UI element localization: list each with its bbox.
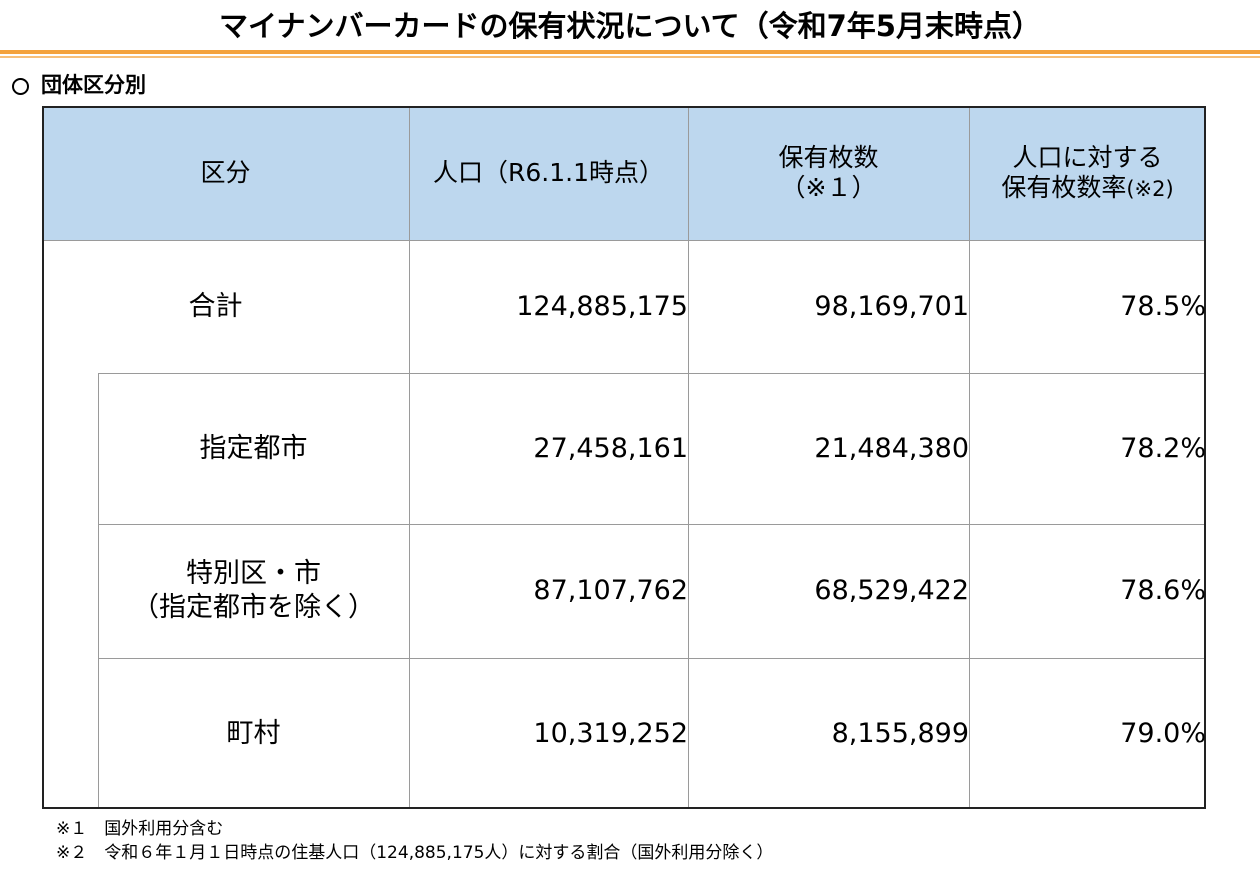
rate-value: 78.2% [1120,432,1206,464]
title-underline [0,50,1260,54]
row-divider [42,240,1206,241]
header-rate-note: (※2) [1126,176,1174,201]
cards-value: 98,169,701 [814,290,969,322]
header-rate-line2: 保有枚数率 [1001,172,1127,202]
column-divider [688,106,689,809]
population-value: 27,458,161 [533,432,688,464]
cell-cards: 21,484,380 [688,373,969,524]
cell-population: 87,107,762 [409,524,688,658]
section-heading-text: 団体区分別 [41,73,146,97]
header-rate-line1: 人口に対する [1012,142,1163,172]
row-divider [98,524,1206,525]
cards-value: 8,155,899 [831,717,969,749]
cell-rate: 78.6% [969,524,1206,658]
cards-value: 21,484,380 [814,432,969,464]
table-border [42,106,1206,809]
header-population-text: 人口（R6.1.1時点） [433,158,664,187]
header-population: 人口（R6.1.1時点） [409,106,688,240]
header-cards-line2: （※１） [780,173,877,202]
row-label-designated-cities: 指定都市 [98,373,409,524]
rate-value: 79.0% [1120,717,1206,749]
population-value: 124,885,175 [516,290,688,322]
column-divider [969,106,970,809]
header-category: 区分 [42,106,409,240]
row-label-text: 合計 [188,290,243,322]
row-label-total: 合計 [42,240,409,373]
population-value: 87,107,762 [533,575,688,606]
header-cards-line1: 保有枚数 [778,143,879,172]
footnote-2: ※２ 令和６年１月１日時点の住基人口（124,885,175人）に対する割合（国… [56,843,774,863]
cards-value: 68,529,422 [814,575,969,606]
holdings-table: 区分 人口（R6.1.1時点） 保有枚数 （※１） 人口に対する 保有枚数率(※… [42,106,1206,809]
page-title: マイナンバーカードの保有状況について（令和7年5月末時点） [219,9,1041,43]
row-label-special-wards-cities: 特別区・市 （指定都市を除く） [98,524,409,658]
footnote-1: ※１ 国外利用分含む [56,819,224,839]
cell-rate: 78.2% [969,373,1206,524]
cell-population: 124,885,175 [409,240,688,373]
cell-population: 10,319,252 [409,658,688,809]
cell-rate: 79.0% [969,658,1206,809]
circle-bullet-icon [12,78,29,95]
header-category-text: 区分 [200,158,251,187]
table-header-row [42,106,1206,240]
row-label-text: 町村 [226,717,281,749]
cell-cards: 68,529,422 [688,524,969,658]
row-label-towns-villages: 町村 [98,658,409,809]
title-underline-thin [0,56,1260,58]
header-rate: 人口に対する 保有枚数率(※2) [969,106,1206,240]
row-divider [98,373,1206,374]
row-label-text: 指定都市 [199,432,308,464]
subgroup-indent-divider [98,373,99,809]
header-cards: 保有枚数 （※１） [688,106,969,240]
rate-value: 78.6% [1120,575,1206,606]
row-label-text: 特別区・市 [186,558,321,589]
cell-cards: 98,169,701 [688,240,969,373]
rate-value: 78.5% [1120,290,1206,322]
row-divider [98,658,1206,659]
cell-population: 27,458,161 [409,373,688,524]
cell-rate: 78.5% [969,240,1206,373]
section-heading: 団体区分別 [12,71,146,99]
row-label-subtext: （指定都市を除く） [132,592,375,623]
cell-cards: 8,155,899 [688,658,969,809]
column-divider [409,106,410,809]
population-value: 10,319,252 [533,717,688,749]
